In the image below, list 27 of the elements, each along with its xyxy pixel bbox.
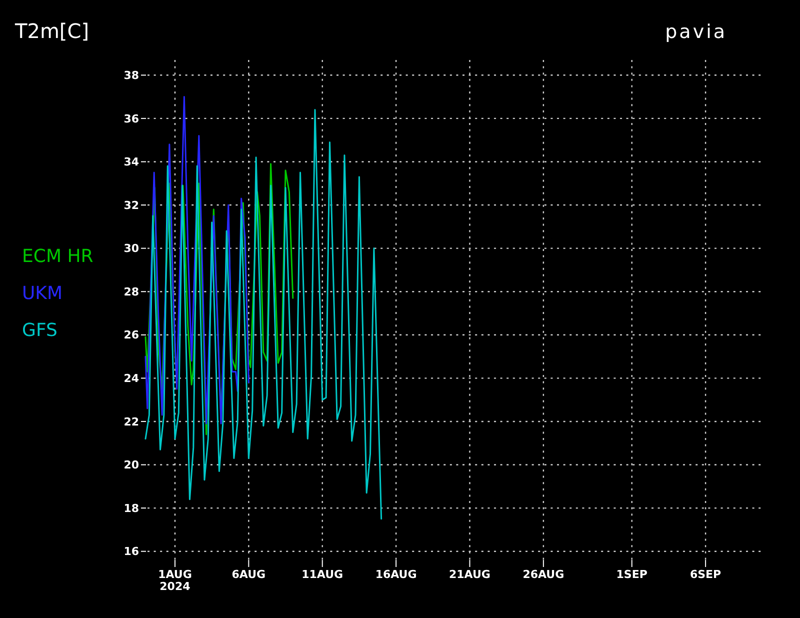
- y-tick-label: 36: [124, 112, 140, 126]
- y-tick-label: 38: [124, 69, 139, 82]
- y-tick-label: 18: [124, 502, 139, 515]
- x-tick-label: 11AUG: [302, 568, 344, 581]
- x-tick-label: 16AUG: [375, 568, 417, 581]
- y-tick-label: 32: [124, 198, 139, 212]
- y-tick-label: 16: [124, 545, 140, 558]
- text: UKM: [22, 283, 63, 304]
- y-tick-label: 28: [124, 285, 139, 298]
- line-series: [144, 109, 382, 520]
- x-tick-label: 6SEP: [690, 568, 722, 581]
- y-tick-label: 22: [124, 415, 139, 428]
- chart-title: T2m[C]: [14, 19, 89, 43]
- y-tick-label: 24: [124, 372, 140, 386]
- y-tick-label: 30: [124, 242, 140, 256]
- text: GFS: [22, 320, 58, 341]
- chart-subtitle: pavia: [665, 21, 727, 43]
- y-tick-label: 26: [124, 328, 140, 342]
- x-tick-label: 21AUG: [449, 568, 490, 581]
- x-tick-label: 6AUG: [232, 568, 266, 581]
- x-tick-label: 26AUG: [522, 568, 564, 581]
- x-tick-label: 1SEP: [616, 568, 648, 581]
- text: ECM HR: [22, 246, 94, 267]
- line-series: [144, 96, 250, 424]
- y-tick-label: 20: [124, 458, 140, 472]
- x-tick-label: 1AUG 2024: [158, 568, 192, 593]
- y-tick-label: 34: [124, 156, 140, 169]
